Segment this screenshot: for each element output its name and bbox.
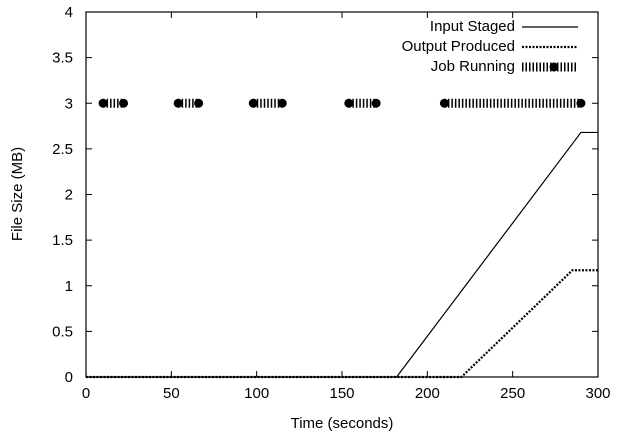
- legend-job-running-point: [549, 62, 559, 72]
- job-running-start-point: [344, 98, 354, 108]
- y-tick-label: 0.5: [52, 323, 73, 340]
- x-tick-label: 200: [415, 385, 440, 402]
- y-tick-label: 3.5: [52, 50, 73, 67]
- job-running-start-point: [173, 98, 183, 108]
- job-running-end-point: [194, 98, 204, 108]
- x-tick-label: 250: [500, 385, 525, 402]
- job-running-end-point: [371, 98, 381, 108]
- data-series: [86, 98, 598, 379]
- x-tick-label: 0: [82, 385, 90, 402]
- x-tick-labels: 0 50 100 150 200 250 300: [82, 385, 611, 402]
- y-tick-label: 3: [65, 95, 73, 112]
- x-tick-label: 100: [244, 385, 269, 402]
- legend-label-job-running: Job Running: [431, 58, 515, 75]
- legend-swatch-job-running: [522, 62, 578, 72]
- y-tick-labels: 0 0.5 1 1.5 2 2.5 3 3.5 4: [52, 4, 73, 386]
- plot-frame: [85, 11, 599, 378]
- job-running-end-point: [576, 98, 586, 108]
- series-line-output-produced: [86, 269, 598, 379]
- job-running-start-point: [98, 98, 108, 108]
- job-running-end-point: [119, 98, 129, 108]
- y-tick-label: 1.5: [52, 232, 73, 249]
- y-tick-label: 1: [65, 278, 73, 295]
- y-tick-label: 0: [65, 369, 73, 386]
- y-tick-label: 2.5: [52, 141, 73, 158]
- x-tick-label: 150: [329, 385, 354, 402]
- axis-ticks: [85, 11, 599, 378]
- y-tick-label: 4: [65, 4, 73, 21]
- y-tick-label: 2: [65, 187, 73, 204]
- job-running-start-point: [248, 98, 258, 108]
- legend-label-input-staged: Input Staged: [430, 18, 515, 35]
- legend-label-output-produced: Output Produced: [402, 38, 515, 55]
- legend: Input Staged Output Produced Job Running: [402, 18, 578, 75]
- job-running-end-point: [277, 98, 287, 108]
- x-tick-label: 300: [585, 385, 610, 402]
- job-running-start-point: [439, 98, 449, 108]
- y-axis-label: File Size (MB): [9, 147, 26, 241]
- series-line-input-staged: [86, 131, 598, 378]
- x-axis-label: Time (seconds): [291, 415, 394, 432]
- x-tick-label: 50: [163, 385, 180, 402]
